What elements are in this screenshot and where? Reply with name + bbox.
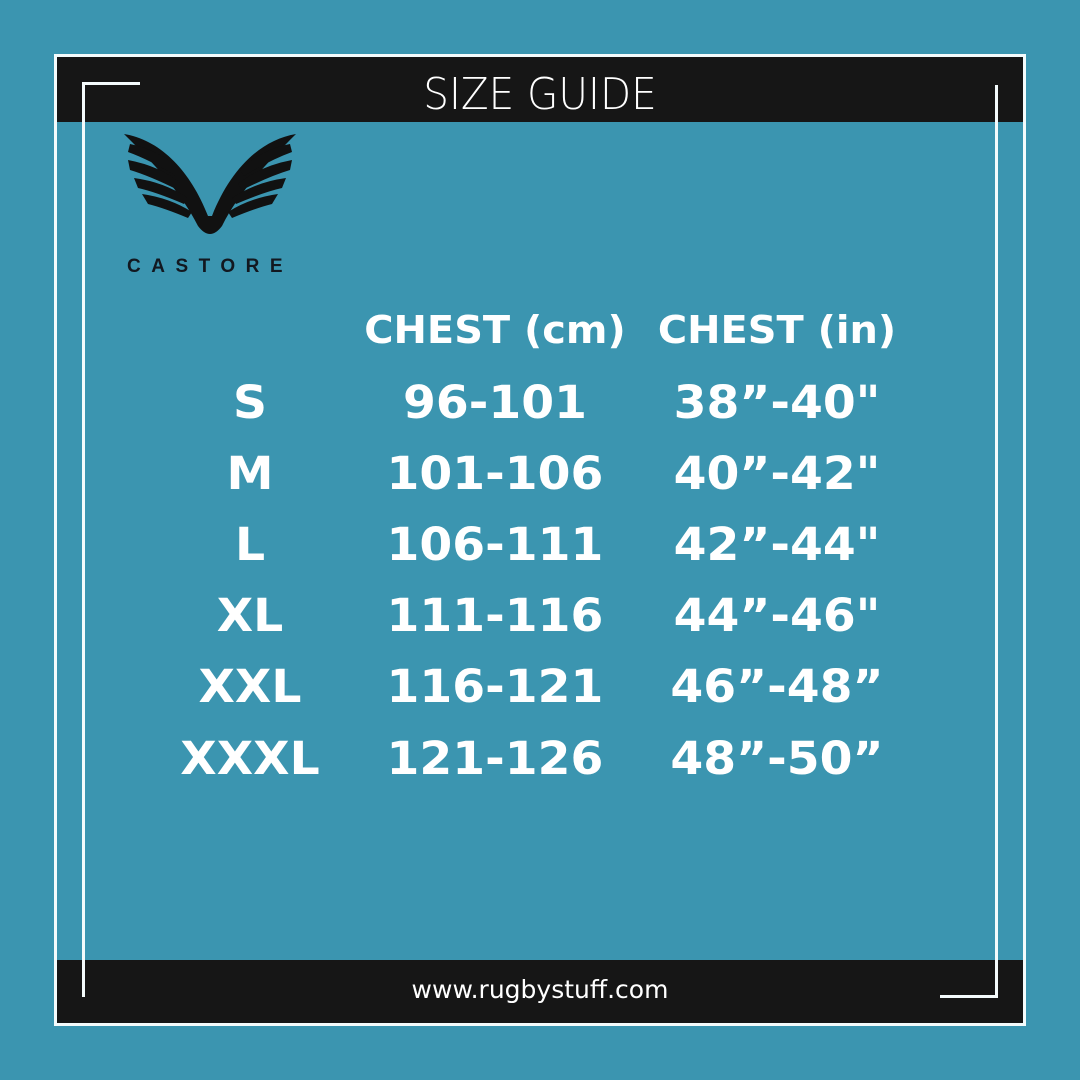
chest-in: 48”-50”	[670, 732, 884, 785]
chest-in: 42”-44"	[673, 518, 881, 571]
outer-frame	[54, 54, 1026, 1026]
chest-cm: 106-111	[386, 518, 604, 571]
chest-cm: 96-101	[402, 376, 587, 429]
chest-in: 38”-40"	[673, 376, 881, 429]
chest-cm: 111-116	[386, 589, 604, 642]
header-band	[57, 57, 1023, 122]
size-label: XXXL	[180, 732, 320, 785]
chest-cm: 121-126	[386, 732, 604, 785]
size-label: XXL	[198, 660, 302, 713]
size-label: M	[226, 447, 274, 500]
corner-line	[940, 995, 998, 998]
corner-line	[82, 82, 85, 997]
size-label: XL	[216, 589, 284, 642]
chest-in: 44”-46"	[673, 589, 881, 642]
chest-cm: 116-121	[386, 660, 604, 713]
size-label: L	[234, 518, 266, 571]
chest-cm: 101-106	[386, 447, 604, 500]
corner-line	[82, 82, 140, 85]
footer-url: www.rugbystuff.com	[411, 975, 669, 1004]
column-header: CHEST (in)	[657, 308, 897, 352]
castore-wings-logo	[124, 134, 296, 234]
size-label: S	[232, 376, 268, 429]
chest-in: 46”-48”	[670, 660, 884, 713]
chest-in: 40”-42"	[673, 447, 881, 500]
column-header: CHEST (cm)	[364, 308, 626, 352]
footer-band	[57, 960, 1023, 1023]
page-title: SIZE GUIDE	[423, 69, 657, 120]
corner-line	[995, 85, 998, 998]
brand-wordmark: CASTORE	[127, 256, 294, 277]
